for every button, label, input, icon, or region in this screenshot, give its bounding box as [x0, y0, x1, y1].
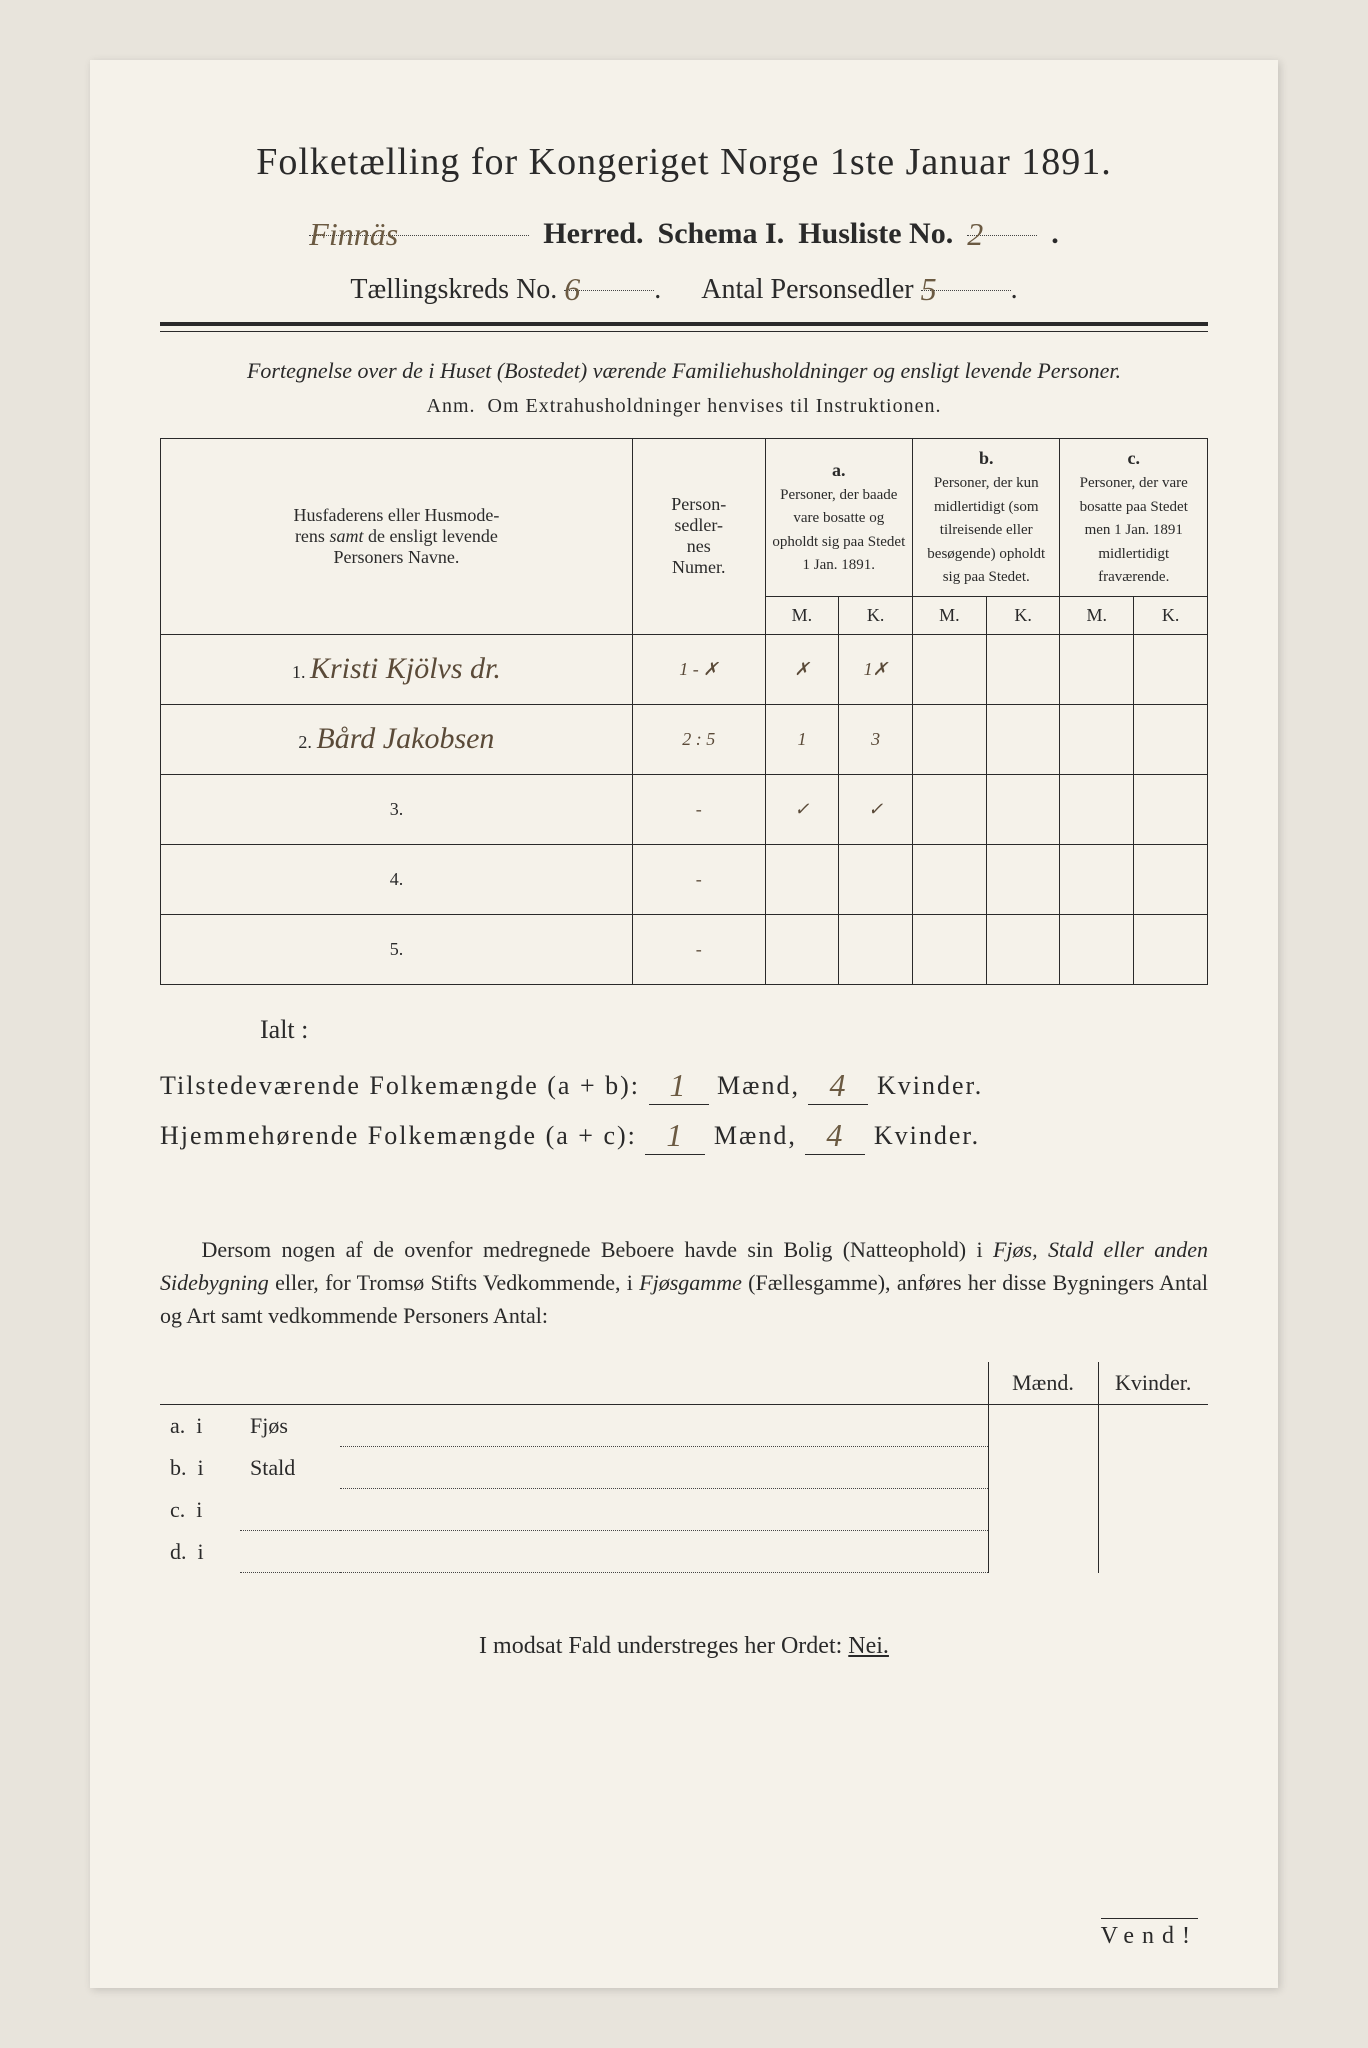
col-a-m: M.	[765, 596, 839, 634]
table-row: 4. -	[161, 844, 1208, 914]
taellingskreds-label: Tællingskreds No.	[350, 274, 557, 305]
schema-label: Schema I.	[658, 217, 785, 251]
page-title: Folketælling for Kongeriget Norge 1ste J…	[160, 140, 1208, 184]
lower-table: Mænd. Kvinder. a. i Fjøs b. i Stald c. i…	[160, 1362, 1208, 1574]
antal-no: 5	[921, 271, 937, 307]
table-row: 5. -	[161, 914, 1208, 984]
col-b-header: b. Personer, der kun midlertidigt (som t…	[913, 438, 1060, 596]
lower-maend: Mænd.	[988, 1362, 1098, 1405]
lower-row: a. i Fjøs	[160, 1404, 1208, 1447]
tilstede-line: Tilstedeværende Folkemængde (a + b): 1 M…	[160, 1065, 1208, 1103]
herred-name: Finnäs	[309, 216, 398, 252]
description-text: Fortegnelse over de i Huset (Bostedet) v…	[160, 356, 1208, 387]
ialt-label: Ialt :	[260, 1015, 1208, 1045]
lower-kvinder: Kvinder.	[1098, 1362, 1208, 1405]
table-row: 2. Bård Jakobsen 2 : 5 1 3	[161, 704, 1208, 774]
table-row: 3. - ✓ ✓	[161, 774, 1208, 844]
col-c-m: M.	[1060, 596, 1134, 634]
col-names-header: Husfaderens eller Husmode-rens samt de e…	[161, 438, 633, 634]
divider-rule	[160, 322, 1208, 332]
col-a-k: K.	[839, 596, 913, 634]
col-b-m: M.	[913, 596, 987, 634]
col-b-k: K.	[986, 596, 1060, 634]
col-c-header: c. Personer, der vare bosatte paa Stedet…	[1060, 438, 1208, 596]
lower-row: c. i	[160, 1489, 1208, 1531]
col-numer-header: Person-sedler-nesNumer.	[632, 438, 765, 634]
taellingskreds-no: 6	[564, 271, 580, 307]
body-paragraph: Dersom nogen af de ovenfor medregnede Be…	[160, 1233, 1208, 1332]
col-a-header: a. Personer, der baade vare bosatte og o…	[765, 438, 912, 596]
antal-label: Antal Personsedler	[701, 274, 913, 305]
header-line-1: Finnäs Herred. Schema I. Husliste No. 2 …	[160, 214, 1208, 251]
col-c-k: K.	[1134, 596, 1208, 634]
herred-label: Herred.	[543, 217, 643, 251]
lower-row: d. i	[160, 1531, 1208, 1573]
husliste-label: Husliste No.	[798, 217, 953, 251]
table-row: 1. Kristi Kjölvs dr. 1 - ✗ ✗ 1✗	[161, 634, 1208, 704]
lower-row: b. i Stald	[160, 1447, 1208, 1489]
hjemme-line: Hjemmehørende Folkemængde (a + c): 1 Mæn…	[160, 1115, 1208, 1153]
census-form-page: Folketælling for Kongeriget Norge 1ste J…	[90, 60, 1278, 1988]
husliste-no: 2	[967, 216, 983, 252]
header-line-2: Tællingskreds No. 6 . Antal Personsedler…	[160, 269, 1208, 306]
anm-text: Anm. ​ Om Extrahusholdninger henvises ti…	[160, 395, 1208, 418]
vend-label: Vend!	[1101, 1918, 1198, 1950]
nei-line: I modsat Fald understreges her Ordet: Ne…	[160, 1633, 1208, 1660]
census-table: Husfaderens eller Husmode-rens samt de e…	[160, 438, 1208, 985]
